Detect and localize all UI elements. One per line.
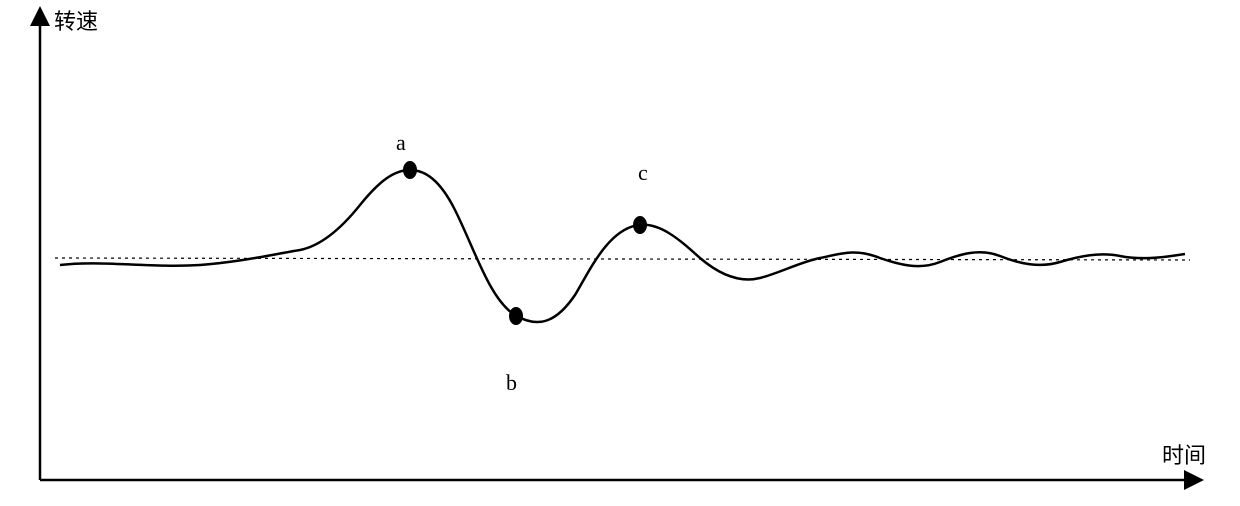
x-axis-label: 时间 xyxy=(1162,438,1206,470)
chart-svg xyxy=(0,0,1240,506)
signal-curve xyxy=(60,170,1185,322)
point-label-b: b xyxy=(506,370,517,396)
point-c xyxy=(633,216,647,234)
y-axis xyxy=(30,6,50,480)
x-axis xyxy=(40,470,1204,490)
point-label-a: a xyxy=(396,130,406,156)
chart-container: 转速 时间 a b c xyxy=(0,0,1240,506)
point-b xyxy=(509,307,523,325)
point-a xyxy=(403,161,417,179)
y-axis-label: 转速 xyxy=(54,4,98,36)
point-label-c: c xyxy=(638,160,648,186)
baseline xyxy=(55,258,1190,260)
